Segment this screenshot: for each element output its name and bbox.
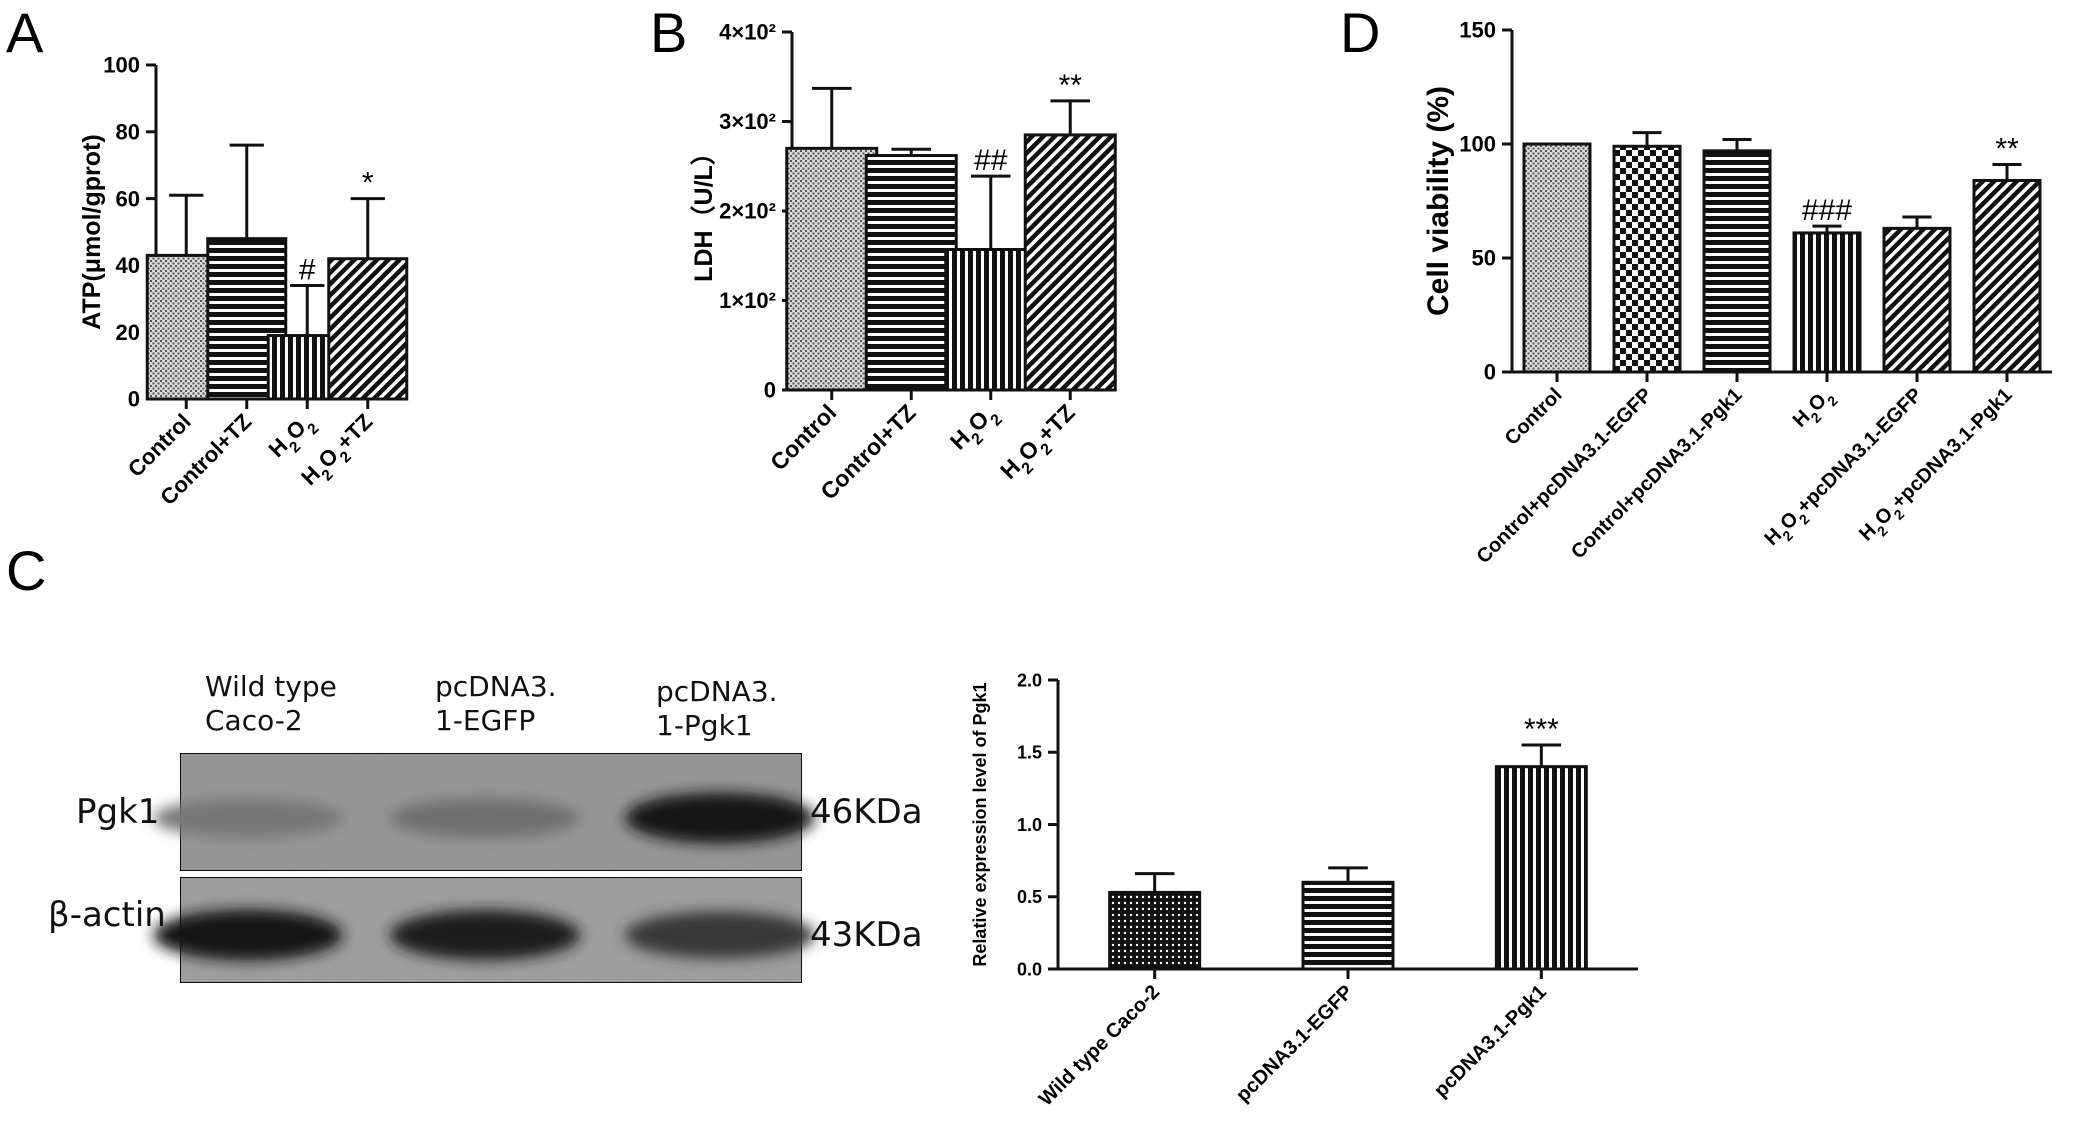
cell-viability-chart: 0 50 100 150 Cell viability (%) ControlContro… — [1422, 18, 2052, 568]
y-tick-label: 150 — [1459, 18, 1496, 43]
category-label: Wild type Caco-2 — [1035, 981, 1164, 1110]
blot-band — [153, 909, 343, 961]
blot-size-pgk1: 46KDa — [810, 792, 923, 832]
blot-lane-label-pgk1: pcDNA3. 1-Pgk1 — [656, 675, 778, 742]
blot-band — [390, 910, 580, 960]
y-tick-label: 3×10² — [719, 109, 776, 134]
category-label: H2O2 — [1789, 384, 1841, 436]
bar — [1301, 880, 1395, 971]
bar — [864, 154, 958, 392]
significance-mark: * — [362, 167, 374, 200]
y-tick-label: 1.0 — [1017, 815, 1042, 835]
blot-size-actin: 43KDa — [810, 915, 923, 955]
category-label: Control+pcDNA3.1-Pgk1 — [1567, 384, 1746, 563]
y-tick-label: 4×10² — [719, 20, 776, 45]
significance-mark: # — [299, 253, 316, 286]
bar — [1108, 890, 1202, 971]
bar — [1702, 149, 1772, 374]
y-tick-label: 1.5 — [1017, 743, 1042, 763]
blot-bands — [153, 792, 815, 961]
category-label: H2O2+pcDNA3.1-EGFP — [1760, 384, 1930, 554]
y-tick-label: 80 — [116, 120, 140, 145]
y-tick-label: 60 — [116, 186, 140, 211]
significance-mark: ### — [1802, 194, 1852, 227]
bar — [1792, 231, 1862, 374]
significance-mark: ## — [974, 144, 1008, 177]
panel-letter-c: C — [6, 539, 46, 602]
bar — [1612, 144, 1682, 374]
ldh-chart: 01×10²2×10²3×10²4×10²LDH（U/L）ControlCont… — [689, 20, 1117, 505]
blot-band — [153, 798, 343, 838]
western-blot — [153, 752, 815, 984]
blot-protein-actin: β-actin — [48, 895, 166, 935]
y-axis-label: LDH（U/L） — [689, 140, 718, 282]
y-axis-label: Relative expression level of Pgk1 — [970, 682, 990, 966]
bar — [327, 257, 409, 401]
y-tick-label: 0 — [128, 387, 140, 412]
category-label: H2O2 — [264, 409, 322, 467]
y-tick-label: 0 — [764, 378, 776, 403]
category-label: pcDNA3.1-EGFP — [1232, 981, 1358, 1107]
bar — [1882, 226, 1952, 374]
y-axis-label: Cell viability (%) — [1422, 86, 1455, 316]
category-label: pcDNA3.1-Pgk1 — [1430, 981, 1551, 1102]
blot-band — [625, 911, 815, 959]
category-label: H2O2 — [945, 399, 1006, 460]
blot-band — [625, 792, 815, 844]
blot-protein-pgk1: Pgk1 — [76, 792, 160, 832]
panel-letter-d: D — [1340, 1, 1380, 64]
blot-band — [390, 798, 580, 838]
category-label: Control — [765, 399, 841, 475]
significance-mark: ** — [1059, 69, 1083, 102]
y-tick-label: 20 — [116, 320, 140, 345]
y-axis-label: ATP(μmol/gprot) — [78, 134, 106, 329]
y-tick-label: 0.5 — [1017, 887, 1042, 907]
bar — [944, 247, 1038, 392]
blot-lane-label-egfp: pcDNA3. 1-EGFP — [435, 670, 557, 737]
category-label: Control — [1501, 384, 1567, 450]
category-label: Control+pcDNA3.1-EGFP — [1472, 384, 1656, 568]
y-tick-label: 1×10² — [719, 288, 776, 313]
y-tick-label: 50 — [1472, 246, 1496, 271]
panel-letter-a: A — [6, 1, 44, 64]
y-tick-label: 0 — [1484, 360, 1496, 385]
significance-mark: ** — [1995, 133, 2019, 166]
y-tick-label: 2×10² — [719, 199, 776, 224]
pgk1-expression-chart: 0.0 0.5 1.0 1.5 2.0 Relative expression level… — [970, 670, 1638, 1110]
y-tick-label: 100 — [103, 53, 140, 78]
bar — [1972, 178, 2042, 374]
category-label: H2O2+pcDNA3.1-Pgk1 — [1855, 384, 2021, 550]
category-label: H2O2+TZ — [995, 399, 1085, 489]
significance-mark: *** — [1524, 713, 1559, 746]
bar — [1023, 133, 1117, 392]
y-tick-label: 0.0 — [1017, 959, 1042, 979]
bar — [785, 146, 879, 392]
y-tick-label: 2.0 — [1017, 670, 1042, 690]
atp-chart: 020406080100ATP(μmol/gprot)ControlContro… — [78, 53, 409, 510]
bar — [1522, 142, 1592, 374]
y-tick-label: 40 — [116, 253, 140, 278]
bar — [1494, 765, 1588, 971]
panel-letter-b: B — [650, 1, 687, 64]
blot-lane-label-wild-type: Wild type Caco-2 — [205, 670, 337, 737]
y-tick-label: 100 — [1459, 132, 1496, 157]
